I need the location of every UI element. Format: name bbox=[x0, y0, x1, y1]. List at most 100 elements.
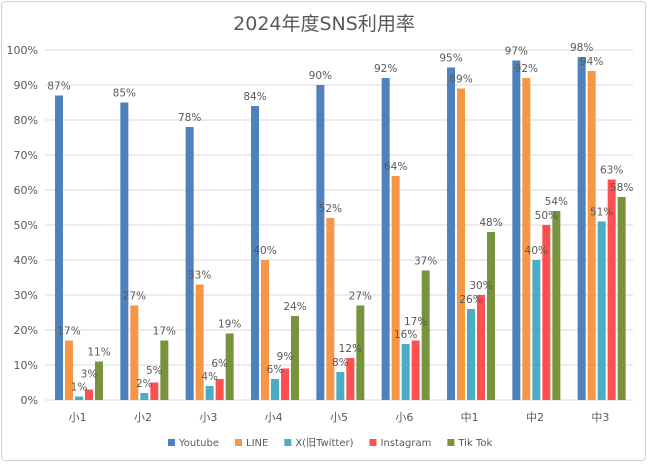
y-tick-label: 70% bbox=[14, 149, 38, 162]
y-tick-label: 50% bbox=[14, 219, 38, 232]
bar-instagram bbox=[150, 382, 159, 400]
y-tick-label: 40% bbox=[14, 254, 38, 267]
bar-tiktok bbox=[356, 305, 365, 400]
data-label: 17% bbox=[57, 326, 80, 338]
y-tick-label: 30% bbox=[14, 289, 38, 302]
data-label: 17% bbox=[153, 326, 176, 338]
bar-xtwitter bbox=[336, 372, 345, 400]
bar-line bbox=[65, 340, 73, 400]
legend-label: X(旧Twitter) bbox=[295, 437, 353, 449]
bar-instagram bbox=[607, 179, 616, 400]
data-label: 63% bbox=[600, 165, 623, 177]
data-label: 92% bbox=[374, 63, 397, 75]
data-label: 16% bbox=[394, 329, 417, 341]
legend-swatch bbox=[168, 439, 175, 446]
data-label: 40% bbox=[525, 245, 548, 257]
x-tick-label: 小5 bbox=[330, 411, 348, 424]
y-tick-label: 80% bbox=[14, 114, 38, 127]
data-label: 8% bbox=[332, 357, 349, 369]
data-label: 5% bbox=[146, 365, 163, 377]
data-label: 30% bbox=[469, 280, 492, 292]
y-tick-label: 90% bbox=[14, 79, 38, 92]
bar-xtwitter bbox=[532, 260, 541, 400]
data-label: 40% bbox=[253, 245, 276, 257]
bar-instagram bbox=[281, 368, 289, 400]
y-tick-label: 100% bbox=[7, 44, 38, 57]
data-label: 9% bbox=[277, 351, 294, 363]
bar-line bbox=[130, 305, 139, 400]
legend-label: LINE bbox=[246, 438, 268, 449]
data-label: 51% bbox=[590, 207, 613, 219]
data-label: 95% bbox=[439, 53, 462, 65]
data-label: 27% bbox=[123, 291, 146, 303]
bar-xtwitter bbox=[467, 309, 475, 400]
y-tick-label: 10% bbox=[14, 359, 38, 372]
legend-label: Youtube bbox=[178, 438, 219, 449]
legend-swatch bbox=[447, 439, 455, 446]
data-label: 26% bbox=[459, 294, 482, 306]
bar-line bbox=[391, 176, 400, 400]
x-tick-label: 小6 bbox=[395, 411, 413, 424]
bar-youtube bbox=[512, 60, 521, 400]
data-label: 3% bbox=[81, 369, 98, 381]
bar-xtwitter bbox=[205, 386, 214, 400]
bar-youtube bbox=[577, 57, 586, 400]
bar-tiktok bbox=[291, 316, 299, 400]
bar-line bbox=[326, 218, 335, 400]
bar-xtwitter bbox=[140, 393, 149, 400]
bar-instagram bbox=[215, 379, 224, 400]
data-label: 1% bbox=[71, 382, 88, 394]
bar-instagram bbox=[411, 340, 420, 400]
bar-tiktok bbox=[487, 232, 495, 400]
bar-tiktok bbox=[95, 361, 103, 400]
bar-line bbox=[195, 284, 204, 400]
data-label: 11% bbox=[87, 347, 110, 359]
data-label: 64% bbox=[384, 161, 407, 173]
data-label: 19% bbox=[218, 319, 241, 331]
data-label: 87% bbox=[47, 81, 70, 93]
bar-line bbox=[587, 71, 596, 400]
data-label: 27% bbox=[349, 291, 372, 303]
bar-youtube bbox=[381, 78, 390, 400]
bar-youtube bbox=[120, 102, 129, 400]
data-label: 6% bbox=[267, 364, 284, 376]
bar-xtwitter bbox=[401, 344, 410, 400]
data-label: 58% bbox=[610, 182, 633, 194]
y-tick-label: 0% bbox=[21, 394, 38, 407]
bar-xtwitter bbox=[75, 396, 83, 400]
legend-label: Tik Tok bbox=[457, 438, 492, 449]
bar-youtube bbox=[185, 127, 194, 400]
data-label: 98% bbox=[570, 42, 593, 54]
y-tick-label: 20% bbox=[14, 324, 38, 337]
data-label: 54% bbox=[545, 196, 568, 208]
x-tick-label: 小3 bbox=[199, 411, 217, 424]
bar-tiktok bbox=[421, 270, 430, 400]
chart-title: 2024年度SNS利用率 bbox=[233, 13, 415, 35]
data-label: 50% bbox=[535, 210, 558, 222]
bar-tiktok bbox=[552, 211, 561, 400]
bar-instagram bbox=[477, 295, 485, 400]
bar-youtube bbox=[251, 106, 259, 400]
data-label: 94% bbox=[580, 56, 603, 68]
data-label: 6% bbox=[211, 358, 228, 370]
data-label: 97% bbox=[505, 46, 528, 58]
bar-instagram bbox=[542, 225, 551, 400]
data-label: 92% bbox=[515, 63, 538, 75]
bar-line bbox=[457, 88, 465, 400]
bar-youtube bbox=[55, 95, 63, 400]
data-label: 78% bbox=[178, 112, 201, 124]
data-label: 12% bbox=[339, 343, 362, 355]
bar-xtwitter bbox=[271, 379, 279, 400]
data-label: 90% bbox=[309, 70, 332, 82]
data-label: 84% bbox=[243, 91, 266, 103]
data-label: 24% bbox=[283, 301, 306, 313]
bar-tiktok bbox=[617, 197, 626, 400]
data-label: 37% bbox=[414, 256, 437, 268]
x-tick-label: 中2 bbox=[526, 411, 544, 424]
data-label: 85% bbox=[113, 88, 136, 100]
bar-youtube bbox=[447, 67, 455, 400]
x-tick-label: 小1 bbox=[69, 411, 87, 424]
legend-swatch bbox=[235, 439, 242, 446]
x-tick-label: 中3 bbox=[591, 411, 609, 424]
